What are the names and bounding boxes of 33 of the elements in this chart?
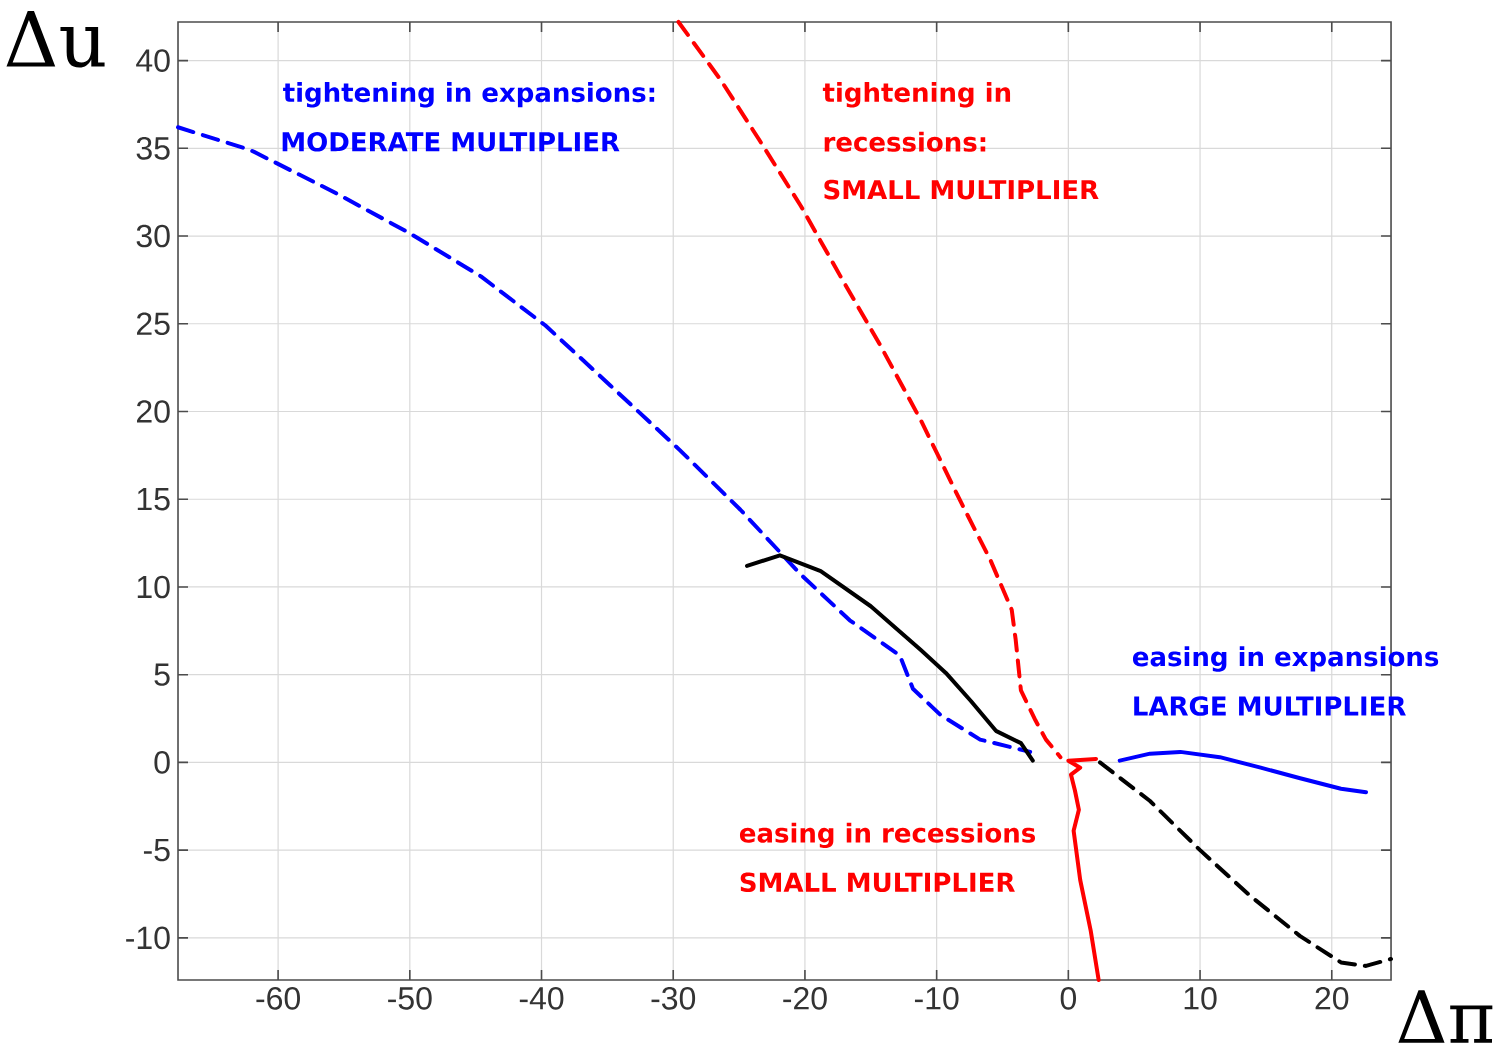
y-tick-label: 25: [137, 312, 170, 336]
annotation: recessions:: [824, 131, 986, 152]
y-tick-label: 10: [137, 575, 170, 599]
line-series: [1117, 749, 1369, 795]
y-tick-label: -5: [143, 838, 170, 862]
x-tick-label: -10: [914, 987, 959, 1010]
y-tick-label: 15: [137, 488, 170, 511]
annotation: MODERATE MULTIPLIER: [282, 131, 620, 152]
annotation: SMALL MULTIPLIER: [740, 872, 1015, 893]
y-tick-label: 30: [136, 224, 170, 248]
y-tick-label: 5: [154, 663, 170, 686]
annotation: SMALL MULTIPLIER: [824, 179, 1099, 200]
annotation: easing in recessions: [739, 822, 1036, 849]
x-tick-label: -60: [256, 987, 300, 1010]
x-tick-label: -40: [519, 987, 564, 1010]
y-tick-label: -10: [126, 926, 170, 950]
annotation: tightening in expansions:: [283, 82, 655, 108]
x-axis-title: Δπ: [1398, 990, 1493, 1043]
x-tick-label: 0: [1060, 987, 1077, 1010]
line-series: [744, 553, 1035, 763]
y-tick-label: 40: [136, 49, 170, 72]
y-tick-label: 35: [136, 136, 170, 160]
x-tick-label: -30: [651, 987, 696, 1010]
line-series: [1097, 760, 1394, 968]
y-tick-label: 20: [137, 400, 170, 423]
x-tick-label: -20: [783, 987, 827, 1010]
y-axis-title: Δu: [6, 10, 105, 68]
annotation: tightening in: [822, 82, 1011, 108]
line-series: [1066, 756, 1101, 982]
x-tick-label: -50: [388, 987, 432, 1010]
x-tick-label: 20: [1315, 987, 1349, 1010]
x-tick-label: 10: [1184, 987, 1217, 1010]
y-tick-label: 0: [154, 751, 170, 774]
